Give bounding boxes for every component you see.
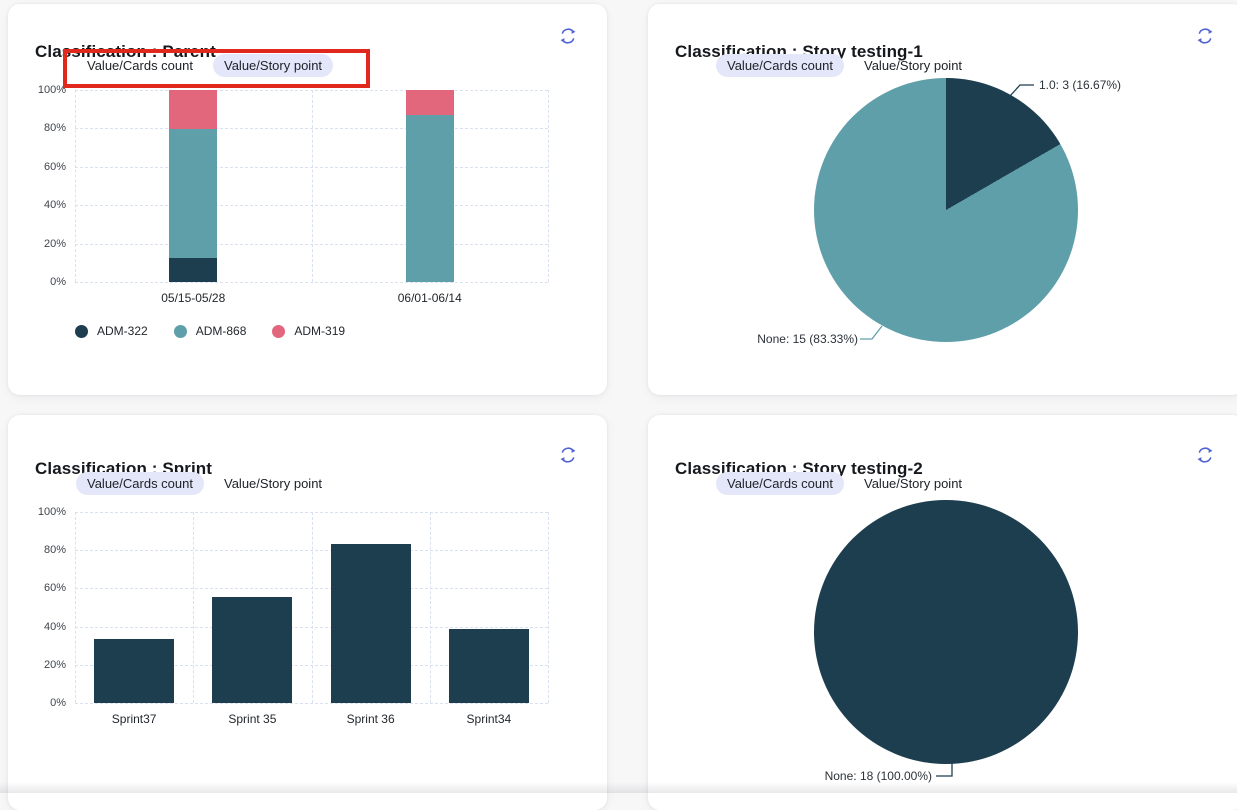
legend-color-dot <box>173 324 187 338</box>
bar-segment[interactable] <box>169 90 218 130</box>
bar-segment[interactable] <box>405 114 454 282</box>
bar-segment[interactable] <box>405 90 454 115</box>
x-axis-category-label: Sprint 35 <box>228 712 277 726</box>
chart-mode-tabs: Value/Cards count Value/Story point <box>716 472 973 495</box>
card-classification-story-testing-2: Classification : Story testing-2 Value/C… <box>648 415 1237 810</box>
refresh-icon <box>560 28 576 44</box>
tab-value-story-point[interactable]: Value/Story point <box>224 476 323 491</box>
legend-color-dot <box>75 324 88 338</box>
tab-value-story-point[interactable]: Value/Story point <box>864 476 963 491</box>
refresh-button[interactable] <box>559 27 577 45</box>
bar-segment[interactable] <box>448 628 529 703</box>
y-axis-tick-label: 0% <box>50 697 66 709</box>
refresh-icon <box>1197 28 1213 44</box>
chart-legend: ADM-322 ADM-868 ADM-319 <box>75 324 345 338</box>
gridline <box>548 512 549 703</box>
legend-item[interactable]: ADM-868 <box>173 324 246 338</box>
bar-segment[interactable] <box>330 543 411 703</box>
leader-line <box>860 325 883 340</box>
x-axis-category-label: 06/01-06/14 <box>397 291 462 305</box>
refresh-button[interactable] <box>1196 446 1214 464</box>
bar-segment[interactable] <box>169 129 218 258</box>
tab-value-cards-count[interactable]: Value/Cards count <box>76 472 204 495</box>
tab-value-cards-count[interactable]: Value/Cards count <box>87 58 193 73</box>
y-axis-tick-label: 100% <box>37 506 66 518</box>
y-axis-tick-label: 40% <box>43 620 66 633</box>
chart-mode-tabs: Value/Cards count Value/Story point <box>76 472 333 495</box>
chart-mode-tabs: Value/Cards count Value/Story point <box>76 54 334 77</box>
card-classification-story-testing-1: Classification : Story testing-1 Value/C… <box>648 4 1237 395</box>
refresh-button[interactable] <box>1196 27 1214 45</box>
pie-slice-label: None: 18 (100.00%) <box>824 769 932 783</box>
gridline <box>75 90 76 282</box>
x-axis-category-label: Sprint 36 <box>346 712 395 726</box>
y-axis-tick-label: 80% <box>43 544 66 557</box>
legend-color-dot <box>272 324 286 338</box>
pie-chart[interactable] <box>814 78 1078 342</box>
y-axis-tick-label: 20% <box>43 658 66 671</box>
y-axis-tick-label: 100% <box>37 84 66 96</box>
bar-segment[interactable] <box>169 258 218 282</box>
leader-line <box>1009 84 1034 97</box>
bar-segment[interactable] <box>212 596 293 703</box>
pie-slice-label: None: 15 (83.33%) <box>757 332 858 346</box>
legend-item[interactable]: ADM-319 <box>272 324 345 338</box>
gridline <box>311 512 313 703</box>
gridline <box>429 512 431 703</box>
pie-slice-label: 1.0: 3 (16.67%) <box>1039 78 1122 92</box>
stacked-bar-chart-plot: 0% 20% 40% 60% 80% 100% 05/15-05/28 06/01-06/14 <box>38 84 549 305</box>
x-axis-category-label: Sprint37 <box>111 712 157 726</box>
gridline <box>75 282 548 283</box>
gridline <box>548 90 549 282</box>
tab-value-story-point[interactable]: Value/Story point <box>213 54 334 77</box>
card-classification-sprint: Classification : Sprint Value/Cards coun… <box>8 415 607 810</box>
bar-chart-plot: 0% 20% 40% 60% 80% 100% Sprint37 Sprint 35 Sprin… <box>38 506 549 726</box>
y-axis-tick-label: 60% <box>43 582 66 595</box>
gridline <box>311 90 313 282</box>
bar-segment[interactable] <box>94 639 175 703</box>
x-axis-category-label: 05/15-05/28 <box>161 291 226 305</box>
x-axis-category-label: Sprint34 <box>466 712 512 726</box>
y-axis-tick-label: 0% <box>50 276 66 288</box>
refresh-button[interactable] <box>559 446 577 464</box>
refresh-icon <box>560 447 576 463</box>
pie-chart[interactable] <box>814 500 1078 764</box>
tab-value-cards-count[interactable]: Value/Cards count <box>716 54 844 77</box>
chart-mode-tabs: Value/Cards count Value/Story point <box>716 54 973 77</box>
y-axis-tick-label: 40% <box>43 199 66 212</box>
leader-line <box>936 763 953 777</box>
tab-value-cards-count[interactable]: Value/Cards count <box>716 472 844 495</box>
gridline <box>193 512 195 703</box>
card-classification-parent: Classification : Parent Value/Cards coun… <box>8 4 607 395</box>
legend-item[interactable]: ADM-322 <box>75 324 148 338</box>
y-axis-tick-label: 20% <box>43 237 66 250</box>
tab-value-story-point[interactable]: Value/Story point <box>864 58 963 73</box>
refresh-icon <box>1197 447 1213 463</box>
y-axis-tick-label: 80% <box>43 122 66 135</box>
y-axis-tick-label: 60% <box>43 160 66 173</box>
gridline <box>75 512 76 703</box>
gridline <box>75 703 548 704</box>
